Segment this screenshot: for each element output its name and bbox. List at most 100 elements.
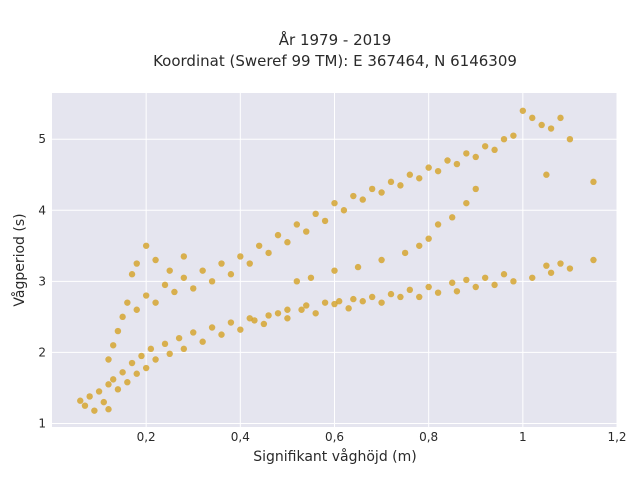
- data-point: [227, 271, 235, 278]
- data-point: [303, 228, 310, 235]
- data-point: [128, 271, 136, 278]
- data-point: [425, 164, 432, 171]
- data-point: [124, 379, 131, 386]
- data-point: [142, 292, 150, 299]
- data-point: [255, 242, 263, 249]
- y-tick-label: 2: [38, 345, 46, 359]
- data-point: [340, 207, 348, 214]
- data-point: [350, 295, 357, 303]
- chart-subtitle: Koordinat (Sweref 99 TM): E 367464, N 61…: [153, 52, 517, 70]
- data-point: [481, 143, 489, 150]
- data-point: [331, 199, 338, 207]
- data-point: [538, 121, 545, 129]
- data-point: [237, 253, 244, 260]
- data-point: [105, 406, 112, 413]
- x-tick-label: 1: [519, 430, 527, 444]
- data-point: [124, 299, 131, 306]
- data-point: [590, 256, 597, 264]
- data-point: [359, 298, 366, 305]
- data-point: [265, 249, 272, 257]
- data-point: [543, 262, 550, 269]
- data-point: [529, 274, 536, 281]
- data-point: [265, 312, 272, 319]
- data-point: [260, 320, 268, 328]
- data-point: [463, 199, 470, 207]
- data-point: [133, 306, 140, 313]
- data-point: [105, 356, 112, 363]
- data-point: [434, 289, 442, 296]
- data-point: [218, 331, 225, 338]
- data-point: [199, 338, 206, 345]
- data-point: [547, 269, 555, 276]
- data-point: [274, 310, 282, 317]
- data-point: [307, 274, 315, 281]
- data-point: [138, 352, 145, 360]
- data-point: [350, 192, 357, 200]
- data-point: [425, 283, 432, 291]
- data-point: [237, 326, 244, 333]
- data-point: [142, 364, 150, 372]
- data-point: [95, 388, 103, 395]
- data-point: [91, 407, 98, 414]
- data-point: [453, 160, 461, 168]
- data-point: [590, 178, 597, 186]
- data-point: [147, 345, 155, 353]
- data-point: [303, 302, 310, 309]
- data-point: [208, 278, 216, 285]
- data-point: [416, 242, 423, 249]
- data-point: [312, 310, 319, 317]
- data-point: [547, 125, 555, 132]
- data-point: [100, 398, 107, 406]
- data-point: [472, 153, 479, 161]
- data-point: [378, 256, 385, 264]
- data-point: [331, 267, 338, 274]
- data-point: [199, 267, 206, 274]
- data-point: [86, 393, 93, 400]
- data-point: [81, 402, 89, 409]
- data-point: [472, 283, 479, 291]
- data-point: [491, 146, 498, 154]
- data-point: [171, 288, 178, 296]
- data-point: [77, 397, 84, 404]
- data-point: [152, 356, 159, 363]
- grid-lines: [52, 93, 618, 427]
- data-point: [166, 350, 173, 358]
- data-point: [161, 281, 169, 289]
- data-point: [190, 329, 197, 336]
- x-tick-label: 1,2: [607, 430, 626, 444]
- data-point: [284, 315, 291, 322]
- data-point: [557, 114, 564, 122]
- data-point: [354, 263, 362, 271]
- data-points: [77, 107, 597, 414]
- data-point: [218, 260, 225, 267]
- data-point: [321, 217, 329, 225]
- data-point: [321, 299, 329, 306]
- data-point: [119, 369, 126, 376]
- data-point: [110, 342, 117, 349]
- x-tick-label: 0,4: [231, 430, 250, 444]
- x-tick-label: 0,2: [137, 430, 156, 444]
- data-point: [500, 271, 508, 278]
- y-tick-label: 5: [38, 132, 46, 146]
- data-point: [463, 150, 470, 157]
- data-point: [557, 260, 564, 267]
- y-axis-title: Vågperiod (s): [11, 213, 28, 306]
- data-point: [284, 306, 291, 313]
- data-point: [152, 256, 159, 264]
- data-point: [378, 189, 385, 196]
- data-point: [453, 288, 461, 295]
- x-axis-title: Signifikant våghöjd (m): [253, 448, 416, 465]
- data-point: [142, 242, 150, 249]
- data-point: [406, 286, 414, 294]
- data-point: [246, 260, 253, 267]
- data-point: [180, 345, 188, 353]
- data-point: [161, 340, 169, 348]
- data-point: [251, 317, 258, 324]
- data-point: [331, 300, 338, 308]
- y-tick-label: 3: [38, 274, 46, 288]
- data-point: [128, 359, 136, 367]
- data-point: [359, 196, 366, 203]
- data-point: [152, 299, 159, 306]
- data-point: [114, 327, 122, 335]
